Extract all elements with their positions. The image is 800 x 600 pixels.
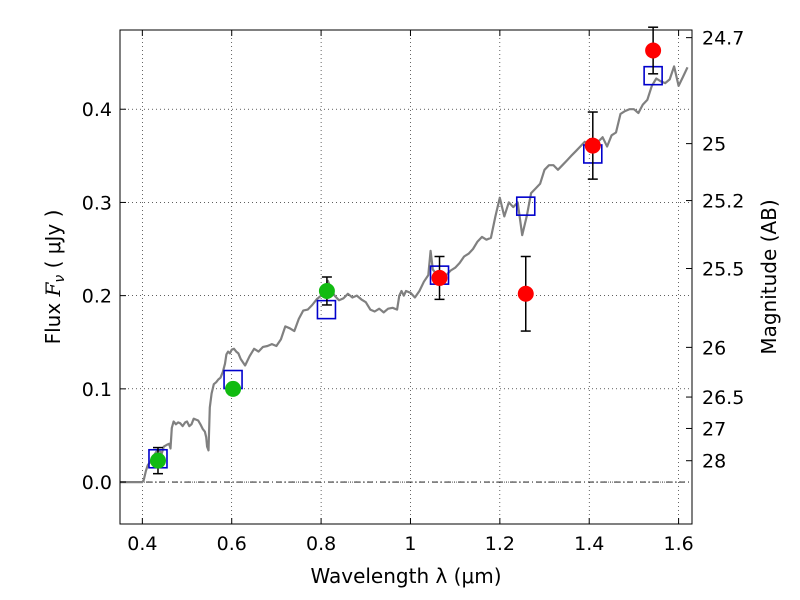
y2-axis-label: Magnitude (AB) (757, 199, 781, 354)
optical-point (318, 282, 335, 299)
x-tick-label: 1.6 (663, 533, 693, 555)
y-axis-label-symbol: F (41, 281, 65, 297)
observed-series (149, 42, 662, 469)
y2-axis-ticks: 24.7 25 25.2 25.5 26 26.5 27 28 (686, 28, 744, 473)
y2-tick-label: 26 (702, 337, 726, 359)
y-tick-label: 0.2 (82, 286, 112, 308)
y-tick-label: 0.1 (82, 379, 112, 401)
optical-point (149, 452, 166, 469)
nir-point (584, 137, 601, 154)
y-axis-label-unit: ( μJy ) (41, 210, 65, 275)
y2-tick-label: 25.2 (702, 191, 744, 213)
optical-point (225, 380, 242, 397)
nir-point (431, 269, 448, 286)
x-tick-label: 0.8 (306, 533, 336, 555)
nir-point (645, 42, 662, 59)
x-axis-label: Wavelength λ (μm) (310, 564, 501, 588)
plot-background (120, 30, 692, 524)
x-tick-label: 1.2 (485, 533, 515, 555)
y-tick-label: 0.0 (82, 472, 112, 494)
y2-tick-label: 27 (702, 418, 726, 440)
x-tick-label: 0.6 (217, 533, 247, 555)
grid (120, 30, 692, 524)
spectrum-series (120, 65, 689, 484)
y2-tick-label: 26.5 (702, 387, 744, 409)
y2-tick-label: 25 (702, 134, 726, 156)
y2-tick-label: 24.7 (702, 28, 744, 50)
plot-frame (119, 29, 693, 525)
y2-tick-label: 25.5 (702, 259, 744, 281)
x-tick-label: 0.4 (127, 533, 157, 555)
x-tick-label: 1.4 (574, 533, 604, 555)
nir-point (517, 285, 534, 302)
x-axis-ticks: 0.4 0.6 0.8 1 1.2 1.4 1.6 (127, 30, 694, 555)
y-tick-label: 0.3 (82, 192, 112, 214)
y-axis-label-text: Flux (41, 296, 65, 344)
y-axis-ticks: 0.0 0.1 0.2 0.3 0.4 (82, 99, 126, 494)
y-axis-label-subscript: ν (52, 275, 68, 283)
y-tick-label: 0.4 (82, 99, 112, 121)
model-photometry-square (515, 196, 536, 216)
x-tick-label: 1 (404, 533, 416, 555)
spectrum-line (120, 65, 689, 484)
y2-tick-label: 28 (702, 451, 726, 473)
y-axis-label: Flux Fν ( μJy ) (41, 210, 68, 345)
